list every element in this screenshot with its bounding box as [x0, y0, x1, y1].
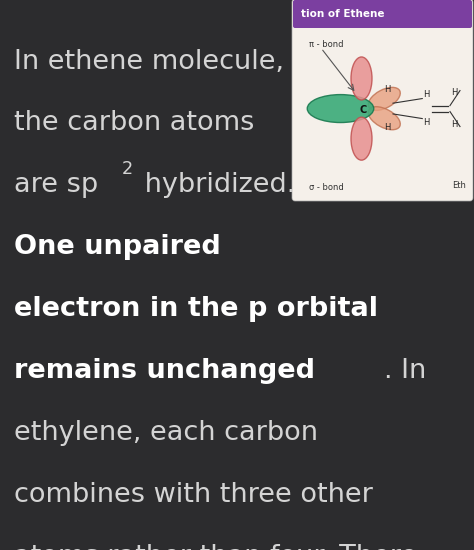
FancyBboxPatch shape	[293, 0, 472, 28]
Text: 2: 2	[122, 161, 133, 179]
Text: C: C	[359, 104, 366, 114]
Text: electron in the p orbital: electron in the p orbital	[14, 296, 378, 322]
Text: tion of Ethene: tion of Ethene	[301, 9, 384, 19]
Text: H: H	[423, 118, 429, 127]
Ellipse shape	[368, 107, 400, 130]
Text: H: H	[423, 90, 429, 99]
Text: ethylene, each carbon: ethylene, each carbon	[14, 421, 318, 447]
Text: π - bond: π - bond	[309, 40, 344, 49]
Text: H: H	[384, 85, 391, 94]
Text: Eth: Eth	[452, 181, 466, 190]
Text: H: H	[384, 123, 391, 133]
Text: H: H	[452, 88, 458, 97]
Text: H: H	[452, 120, 458, 129]
Text: σ - bond: σ - bond	[309, 183, 344, 192]
Ellipse shape	[307, 95, 374, 123]
FancyBboxPatch shape	[292, 0, 473, 201]
Ellipse shape	[351, 57, 372, 100]
Text: One unpaired: One unpaired	[14, 234, 221, 261]
Text: are sp: are sp	[14, 173, 98, 199]
Text: combines with three other: combines with three other	[14, 482, 373, 509]
Text: hybridized.: hybridized.	[136, 173, 295, 199]
Text: In ethene molecule,: In ethene molecule,	[14, 48, 284, 74]
Ellipse shape	[368, 87, 400, 111]
Ellipse shape	[351, 117, 372, 160]
Text: the carbon atoms: the carbon atoms	[14, 111, 255, 136]
Text: remains unchanged: remains unchanged	[14, 359, 315, 384]
Text: . In: . In	[384, 359, 426, 384]
Text: atoms rather than four. There: atoms rather than four. There	[14, 544, 417, 550]
